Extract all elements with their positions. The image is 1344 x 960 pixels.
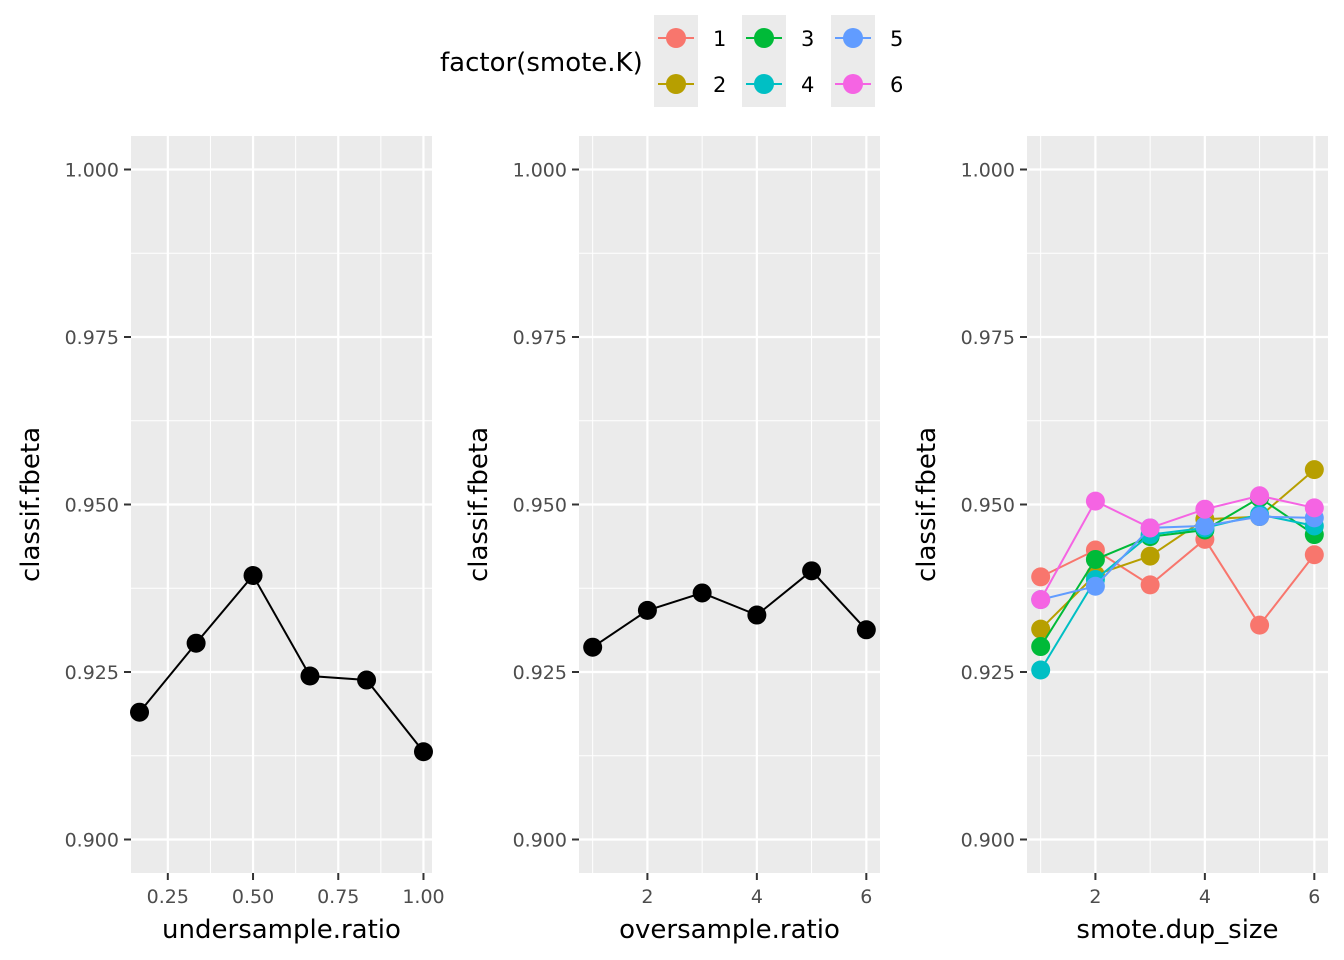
legend: factor(smote.K) 1 2 3 4 5 6 <box>440 15 903 107</box>
y-axis-title: classif.fbeta <box>464 427 494 582</box>
series-line <box>592 569 868 649</box>
legend-item-5: 5 <box>835 27 903 51</box>
x-axis-title: oversample.ratio <box>619 915 840 945</box>
data-point <box>1031 590 1051 610</box>
data-point <box>1304 460 1324 480</box>
data-point <box>1140 518 1160 538</box>
legend-label: 4 <box>801 73 814 97</box>
legend-key-point <box>754 74 774 94</box>
data-point <box>1195 516 1215 536</box>
y-tick-label: 0.900 <box>65 830 119 852</box>
series-6 <box>1031 486 1324 610</box>
data-point <box>1031 567 1051 587</box>
y-tick-label: 0.925 <box>65 662 119 684</box>
series-line <box>1039 496 1315 648</box>
legend-key-point <box>666 28 686 48</box>
legend-key-point <box>754 28 774 48</box>
data-point <box>1304 498 1324 518</box>
y-axis-title: classif.fbeta <box>912 427 942 582</box>
legend-item-1: 1 <box>658 27 726 51</box>
y-tick-label: 0.925 <box>961 662 1015 684</box>
legend-label: 5 <box>890 27 903 51</box>
x-tick-label: 1.00 <box>402 886 444 908</box>
y-axis-title: classif.fbeta <box>16 427 46 582</box>
y-tick-label: 0.975 <box>513 327 567 349</box>
x-tick-label: 6 <box>1308 886 1320 908</box>
data-point <box>1085 576 1105 596</box>
x-tick-label: 0.50 <box>232 886 274 908</box>
panel-3: 0.900 0.925 0.950 0.975 1.000 2 4 6 smote.dup_si… <box>912 136 1328 945</box>
data-point <box>1304 545 1324 565</box>
legend-key-point <box>666 74 686 94</box>
data-point <box>357 670 377 690</box>
data-point <box>1085 549 1105 569</box>
legend-item-6: 6 <box>835 73 903 97</box>
legend-title: factor(smote.K) <box>440 48 643 78</box>
x-tick-label: 0.75 <box>317 886 359 908</box>
legend-item-3: 3 <box>746 27 814 51</box>
y-tick-label: 0.975 <box>65 327 119 349</box>
data-point <box>637 600 657 620</box>
legend-key-point <box>843 28 863 48</box>
legend-item-4: 4 <box>746 73 814 97</box>
y-tick-label: 0.900 <box>513 830 567 852</box>
x-tick-label: 2 <box>641 886 653 908</box>
x-tick-label: 4 <box>751 886 763 908</box>
data-point <box>130 702 150 722</box>
series-1 <box>130 566 433 762</box>
data-point <box>692 583 712 603</box>
legend-key-point <box>843 74 863 94</box>
data-point <box>413 742 433 762</box>
x-tick-label: 4 <box>1199 886 1211 908</box>
data-point <box>1031 619 1051 639</box>
y-tick-label: 0.975 <box>961 327 1015 349</box>
y-tick-label: 1.000 <box>961 160 1015 182</box>
data-point <box>1031 660 1051 680</box>
y-tick-label: 0.950 <box>65 495 119 517</box>
x-axis-title: smote.dup_size <box>1076 915 1278 945</box>
series-1 <box>583 561 876 657</box>
panel-2: 0.900 0.925 0.950 0.975 1.000 2 4 6 oversample.r… <box>464 136 880 945</box>
y-tick-label: 1.000 <box>65 160 119 182</box>
data-point <box>1250 615 1270 635</box>
series-line <box>1040 537 1316 627</box>
legend-label: 3 <box>801 27 814 51</box>
legend-label: 6 <box>890 73 903 97</box>
x-tick-label: 0.25 <box>147 886 189 908</box>
series-line <box>138 573 425 753</box>
legend-label: 2 <box>713 73 726 97</box>
data-point <box>186 633 206 653</box>
data-point <box>583 637 603 657</box>
data-point <box>747 605 767 625</box>
y-tick-label: 0.950 <box>961 495 1015 517</box>
data-point <box>1140 575 1160 595</box>
data-point <box>1250 486 1270 506</box>
x-tick-label: 6 <box>860 886 872 908</box>
y-tick-label: 1.000 <box>513 160 567 182</box>
y-tick-label: 0.925 <box>513 662 567 684</box>
data-point <box>1250 507 1270 527</box>
data-point <box>1031 637 1051 657</box>
data-point <box>1195 499 1215 519</box>
data-point <box>802 561 822 581</box>
data-point <box>856 620 876 640</box>
y-tick-label: 0.900 <box>961 830 1015 852</box>
y-tick-label: 0.950 <box>513 495 567 517</box>
data-point <box>243 566 263 586</box>
data-point <box>300 666 320 686</box>
legend-item-2: 2 <box>658 73 726 97</box>
data-point <box>1085 491 1105 511</box>
panel-1: 0.900 0.925 0.950 0.975 1.000 0.25 0.50 0.75 1.0… <box>16 136 445 945</box>
x-axis-title: undersample.ratio <box>162 915 401 945</box>
legend-label: 1 <box>713 27 726 51</box>
x-tick-label: 2 <box>1089 886 1101 908</box>
data-point <box>1140 546 1160 566</box>
